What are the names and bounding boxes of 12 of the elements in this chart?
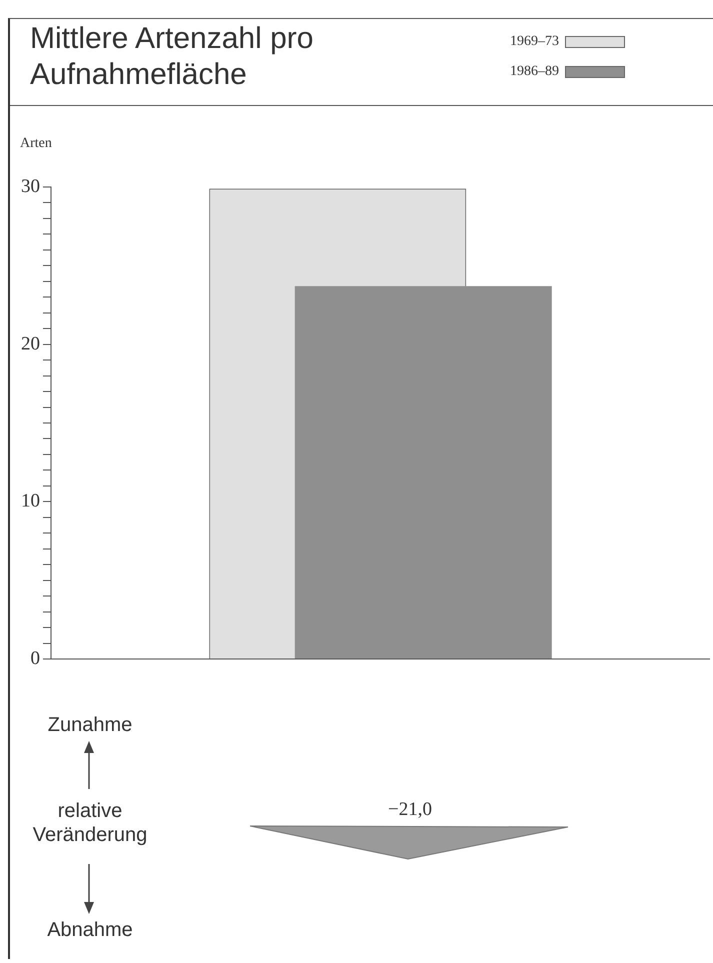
text: Zunahme bbox=[46, 714, 134, 737]
legend-label: 1969–73 bbox=[510, 34, 559, 50]
y-tick-label: 20 bbox=[21, 333, 40, 354]
chart-title: Mittlere Artenzahl pro Aufnahmefläche bbox=[30, 21, 314, 93]
y-tick-label: 10 bbox=[21, 490, 40, 512]
text: relative Veränderung bbox=[32, 799, 148, 847]
y-tick-label: 30 bbox=[21, 176, 40, 197]
text: −21,0 bbox=[387, 799, 433, 821]
y-tick-label: 0 bbox=[30, 648, 40, 669]
legend-label: 1986–89 bbox=[510, 64, 559, 80]
y-axis-title: Arten bbox=[20, 136, 52, 151]
text: Abnahme bbox=[46, 919, 134, 942]
